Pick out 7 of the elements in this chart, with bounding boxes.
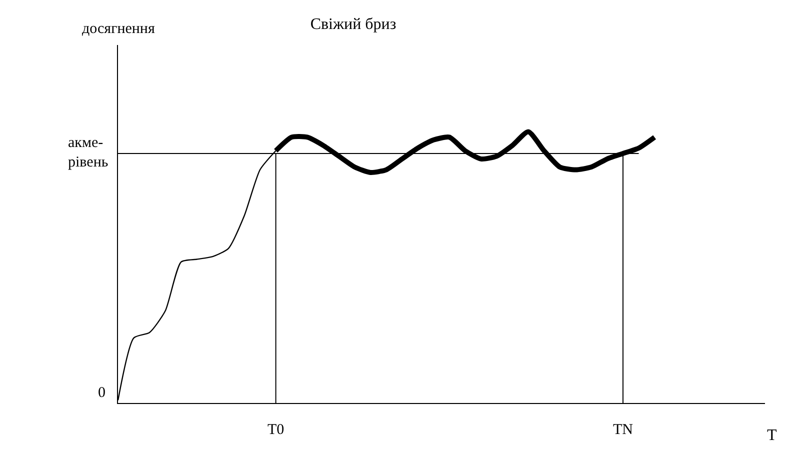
x-tick-label: TN [612,422,634,438]
text: 0 [98,385,106,401]
chart-title: Свіжий бриз [310,16,396,34]
x-tick-label: T0 [267,422,284,438]
ref-line-label: акме-рівень [68,135,108,170]
text: досягнення [82,21,155,37]
x-axis-title: T [767,427,777,444]
